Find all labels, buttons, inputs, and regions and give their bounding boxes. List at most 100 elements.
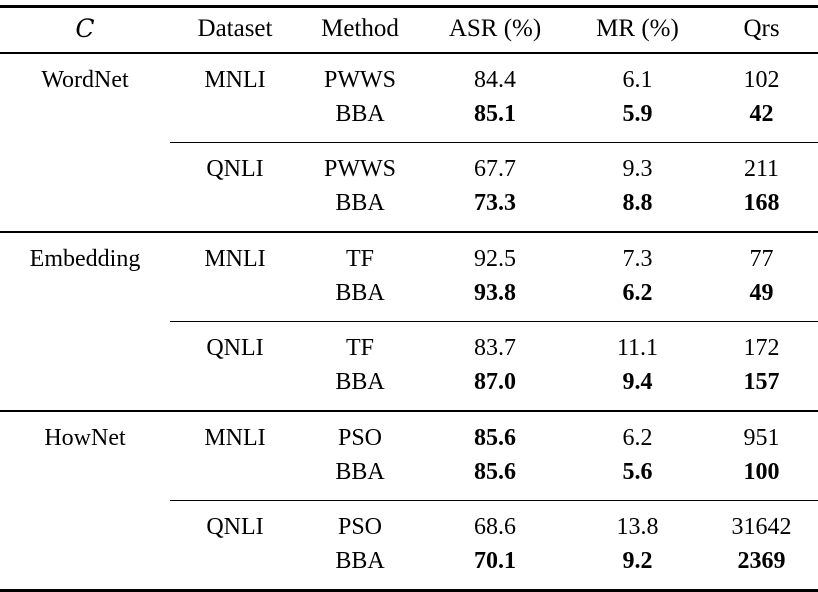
cell-mr: 6.1 — [622, 67, 653, 93]
cell-dataset: QNLI — [170, 142, 300, 186]
cell-method: PWWS — [324, 67, 396, 93]
group-hownet-qnli: QNLI PSO 68.6 13.8 31642 BBA 70.1 9.2 23… — [0, 500, 818, 591]
cell-method: BBA — [335, 190, 385, 216]
cell-candidate-set: Embedding — [0, 231, 170, 276]
cell-mr: 8.8 — [622, 190, 653, 216]
cell-mr: 6.2 — [622, 280, 653, 306]
cell-method: PSO — [300, 410, 420, 455]
cell-method: BBA — [335, 101, 385, 127]
cell-qrs: 157 — [743, 369, 780, 395]
table-row: BBA 85.1 5.9 42 — [0, 97, 818, 143]
table-row: QNLI PSO 68.6 13.8 31642 — [0, 500, 818, 545]
cell-asr: 85.6 — [474, 459, 516, 485]
table-header: C Dataset Method ASR (%) MR (%) Qrs — [0, 6, 818, 54]
cell-qrs: 77 — [705, 231, 818, 276]
cell-method: BBA — [335, 459, 385, 485]
group-embedding-mnli: Embedding MNLI TF 92.5 7.3 77 BBA 93.8 6… — [0, 231, 818, 322]
cell-mr: 6.2 — [570, 410, 705, 455]
cell-candidate-set — [0, 544, 170, 591]
cell-dataset — [170, 455, 300, 501]
col-header-qrs: Qrs — [705, 6, 818, 54]
cell-mr: 7.3 — [570, 231, 705, 276]
table-row: BBA 85.6 5.6 100 — [0, 455, 818, 501]
table-row: BBA 93.8 6.2 49 — [0, 276, 818, 322]
cell-candidate-set — [0, 276, 170, 322]
cell-asr: 84.4 — [474, 67, 516, 93]
cell-mr: 9.4 — [622, 369, 653, 395]
cell-mr: 13.8 — [570, 500, 705, 544]
table-row: BBA 73.3 8.8 168 — [0, 186, 818, 232]
group-embedding-qnli: QNLI TF 83.7 11.1 172 BBA 87.0 9.4 157 — [0, 321, 818, 412]
cell-method: PWWS — [300, 142, 420, 186]
table-row: Embedding MNLI TF 92.5 7.3 77 — [0, 231, 818, 276]
cell-candidate-set: HowNet — [0, 410, 170, 455]
cell-mr: 11.1 — [570, 321, 705, 365]
cell-qrs: 2369 — [737, 548, 786, 574]
group-wordnet-qnli: QNLI PWWS 67.7 9.3 211 BBA 73.3 8.8 168 — [0, 142, 818, 233]
cell-mr: 5.6 — [622, 459, 653, 485]
table-row: BBA 70.1 9.2 2369 — [0, 544, 818, 591]
cell-dataset — [170, 186, 300, 232]
cell-dataset: QNLI — [170, 321, 300, 365]
cell-method: TF — [300, 321, 420, 365]
cell-qrs: 102 — [743, 67, 780, 93]
group-wordnet-mnli: WordNet MNLI PWWS 84.4 6.1 102 BBA 85.1 … — [0, 53, 818, 143]
cell-dataset: MNLI — [204, 67, 266, 93]
cell-asr: 85.1 — [474, 101, 516, 127]
cell-qrs: 100 — [743, 459, 780, 485]
cell-candidate-set — [0, 186, 170, 232]
col-header-candidate-set: C — [0, 6, 170, 54]
col-header-mr: MR (%) — [570, 6, 705, 54]
cell-asr: 83.7 — [420, 321, 570, 365]
cell-method: PSO — [300, 500, 420, 544]
results-table: C Dataset Method ASR (%) MR (%) Qrs Word… — [0, 5, 818, 592]
col-header-asr: ASR (%) — [420, 6, 570, 54]
cell-mr: 5.9 — [622, 101, 653, 127]
col-header-dataset: Dataset — [170, 6, 300, 54]
cell-dataset: MNLI — [170, 410, 300, 455]
cell-candidate-set — [0, 365, 170, 411]
table-row: QNLI TF 83.7 11.1 172 — [0, 321, 818, 366]
cell-candidate-set — [0, 143, 170, 187]
cell-method: BBA — [335, 369, 385, 395]
cell-qrs: 172 — [705, 321, 818, 365]
cell-asr: 92.5 — [420, 231, 570, 276]
cell-candidate-set — [0, 322, 170, 366]
cell-qrs: 211 — [705, 142, 818, 186]
cell-mr: 9.3 — [570, 142, 705, 186]
cell-qrs: 42 — [749, 101, 774, 127]
cell-qrs: 31642 — [705, 500, 818, 544]
table-row: WordNet MNLI PWWS 84.4 6.1 102 — [0, 53, 818, 97]
cell-asr: 87.0 — [474, 369, 516, 395]
cell-dataset: MNLI — [170, 231, 300, 276]
cell-dataset — [170, 544, 300, 591]
cell-asr: 68.6 — [420, 500, 570, 544]
cell-dataset — [170, 97, 300, 143]
cell-qrs: 49 — [749, 280, 774, 306]
cell-candidate-set — [0, 97, 170, 143]
cell-candidate-set — [0, 455, 170, 501]
cell-asr: 93.8 — [474, 280, 516, 306]
table-row: BBA 87.0 9.4 157 — [0, 365, 818, 411]
cell-candidate-set — [0, 501, 170, 545]
cell-dataset: QNLI — [170, 500, 300, 544]
header-row: C Dataset Method ASR (%) MR (%) Qrs — [0, 6, 818, 54]
cell-method: BBA — [335, 280, 385, 306]
cell-method: TF — [300, 231, 420, 276]
col-header-method: Method — [300, 6, 420, 54]
table-row: HowNet MNLI PSO 85.6 6.2 951 — [0, 410, 818, 455]
table-row: QNLI PWWS 67.7 9.3 211 — [0, 142, 818, 187]
cell-qrs: 168 — [743, 190, 780, 216]
cell-method: BBA — [335, 548, 385, 574]
cell-asr: 67.7 — [420, 142, 570, 186]
group-hownet-mnli: HowNet MNLI PSO 85.6 6.2 951 BBA 85.6 5.… — [0, 410, 818, 501]
cell-asr: 73.3 — [474, 190, 516, 216]
cell-qrs: 951 — [705, 410, 818, 455]
cell-asr: 70.1 — [474, 548, 516, 574]
cell-candidate-set: WordNet — [41, 67, 129, 93]
cell-mr: 9.2 — [622, 548, 653, 574]
cell-asr: 85.6 — [420, 410, 570, 455]
cell-dataset — [170, 276, 300, 322]
cell-dataset — [170, 365, 300, 411]
